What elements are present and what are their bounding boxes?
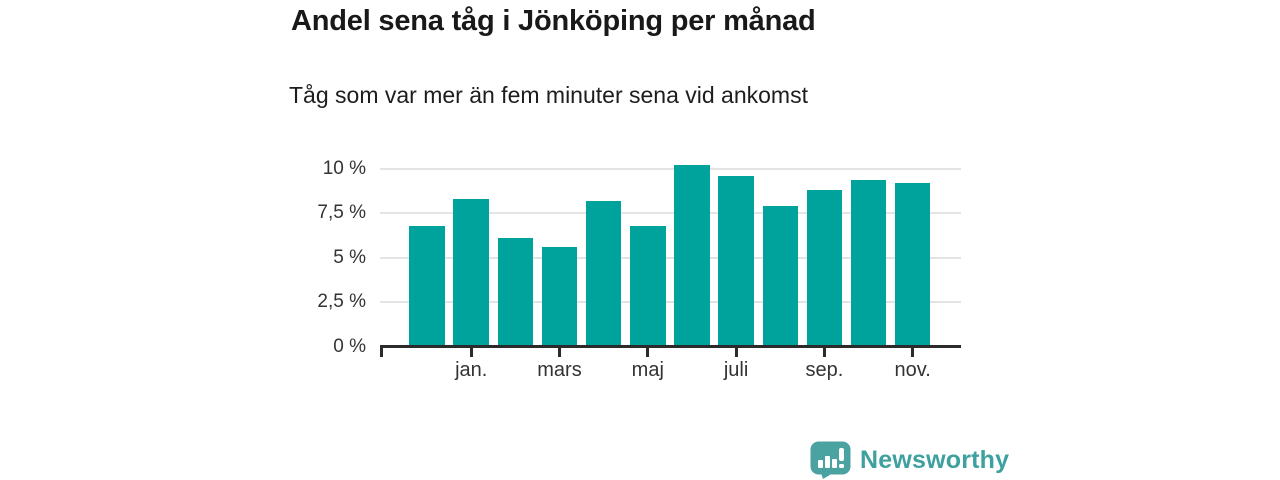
bar-apr. [585, 200, 622, 345]
gridline-10 [380, 167, 961, 170]
x-tick-label-maj: maj [631, 359, 664, 381]
chart-subtitle: Tåg som var mer än fem minuter sena vid … [289, 82, 808, 108]
x-tick-label-juli: juli [723, 359, 749, 381]
gridline-7.5 [380, 212, 961, 215]
x-axis-line [380, 345, 961, 348]
x-tick-label-mars: mars [537, 359, 582, 381]
bar-aug. [762, 206, 798, 345]
bar-okt. [850, 179, 887, 345]
bar-nov. [894, 183, 931, 345]
y-tick-label: 0 % [333, 335, 366, 357]
gridline-2.5 [380, 301, 961, 304]
x-tick-nov [911, 345, 915, 357]
branding: Newsworthy [810, 441, 1009, 479]
y-tick-label: 7,5 % [317, 202, 366, 224]
newsworthy-logo-icon [810, 441, 851, 479]
chart-title: Andel sena tåg i Jönköping per månad [291, 5, 816, 37]
x-axis-corner-tick [380, 345, 383, 357]
y-tick-label: 2,5 % [317, 291, 366, 313]
brand-name: Newsworthy [860, 445, 1010, 474]
bar-maj [630, 225, 666, 345]
bar-sep. [806, 190, 843, 345]
x-tick-juli [734, 345, 738, 357]
bar-chart-plot: 0 % 2,5 % 5 % 7,5 % 10 % jan. mars maj juli sep.… [317, 150, 961, 390]
bar-juli [718, 176, 754, 345]
bar-jun. [674, 165, 710, 345]
x-tick-maj [646, 345, 650, 357]
y-tick-label: 10 % [322, 157, 366, 179]
x-tick-jan [469, 345, 473, 357]
bar-jan. [453, 199, 489, 345]
bar-feb. [497, 238, 534, 345]
gridline-5 [380, 256, 961, 259]
x-tick-label-sep: sep. [805, 359, 844, 381]
x-tick-label-nov: nov. [894, 359, 931, 381]
bar-dec. [409, 225, 445, 345]
bar-mars [541, 247, 578, 345]
x-tick-label-jan: jan. [455, 359, 488, 381]
x-tick-mars [558, 345, 561, 357]
x-tick-sep [822, 345, 826, 357]
y-tick-label: 5 % [333, 246, 366, 268]
